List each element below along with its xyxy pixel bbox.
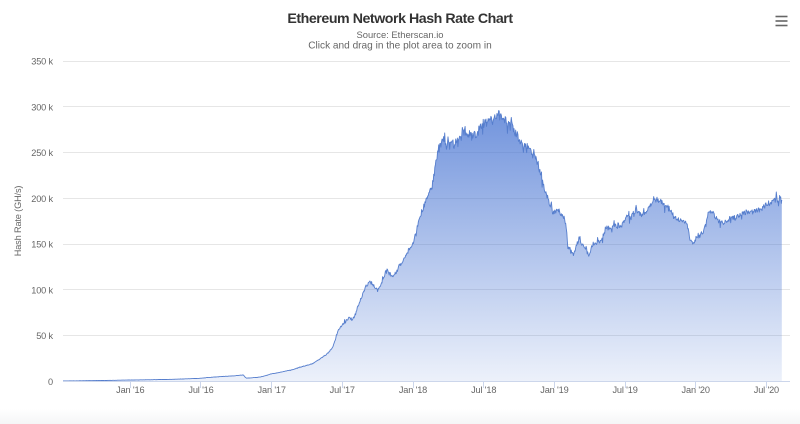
svg-text:100 k: 100 k [31,285,53,295]
svg-text:50 k: 50 k [36,331,53,341]
svg-text:200 k: 200 k [31,194,53,204]
svg-text:Jul '20: Jul '20 [754,385,779,395]
svg-text:250 k: 250 k [31,148,53,158]
svg-text:Ethereum Network Hash Rate Cha: Ethereum Network Hash Rate Chart [287,11,513,27]
svg-text:150 k: 150 k [31,240,53,250]
svg-text:Jul '16: Jul '16 [188,385,213,395]
svg-text:Jan '16: Jan '16 [116,385,144,395]
svg-text:Hash Rate (GH/s): Hash Rate (GH/s) [13,186,23,257]
svg-text:0: 0 [48,377,53,387]
svg-text:Click and drag in the plot are: Click and drag in the plot area to zoom … [308,41,491,52]
svg-text:Jan '20: Jan '20 [682,385,710,395]
svg-text:Jan '19: Jan '19 [540,385,568,395]
svg-text:Jul '17: Jul '17 [330,385,355,395]
svg-text:Jan '17: Jan '17 [258,385,286,395]
svg-text:300 k: 300 k [31,102,53,112]
svg-text:Jul '18: Jul '18 [471,385,496,395]
svg-text:Jan '18: Jan '18 [399,385,427,395]
svg-text:350 k: 350 k [31,57,53,67]
svg-text:Source: Etherscan.io: Source: Etherscan.io [356,29,443,40]
svg-text:Jul '19: Jul '19 [612,385,637,395]
